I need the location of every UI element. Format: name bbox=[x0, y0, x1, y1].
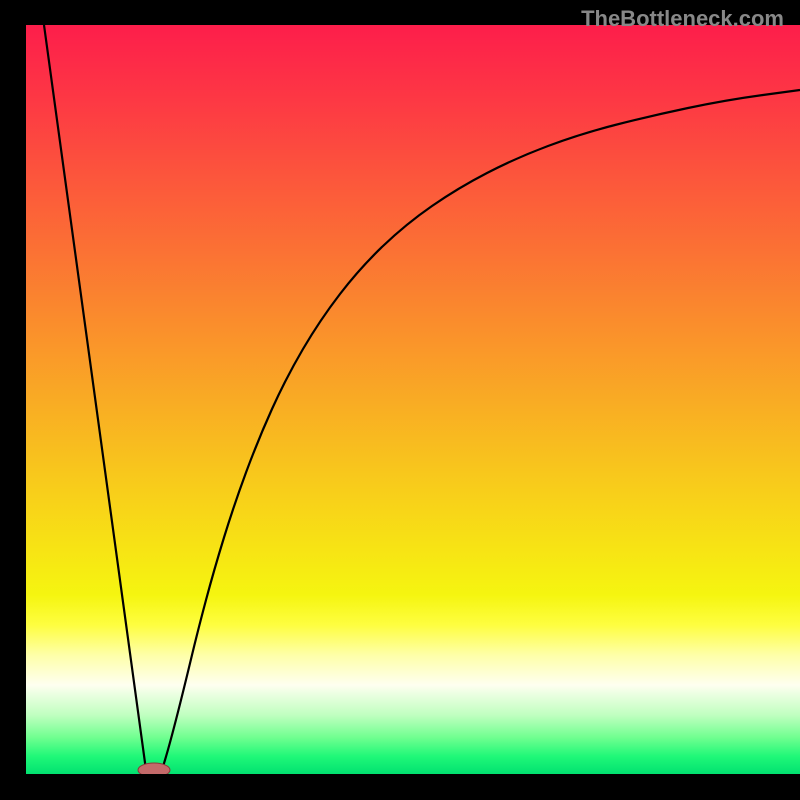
chart-container: { "meta": { "watermark": "TheBottleneck.… bbox=[0, 0, 800, 800]
plot-background bbox=[25, 25, 800, 775]
watermark-text: TheBottleneck.com bbox=[581, 6, 784, 32]
bottleneck-chart bbox=[0, 0, 800, 800]
